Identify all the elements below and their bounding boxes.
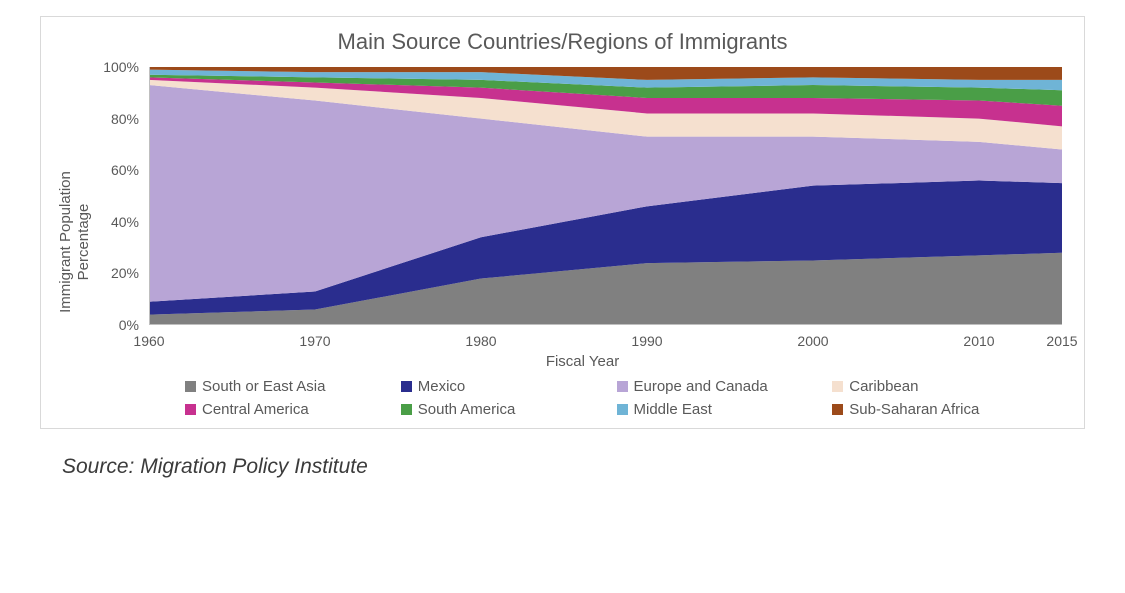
x-tick-label: 1980 [465, 333, 496, 349]
chart-body: Immigrant PopulationPercentage 0% 20% 40% 6… [55, 61, 1070, 422]
legend-swatch [185, 381, 196, 392]
plot-area [149, 67, 1062, 325]
legend-item: Middle East [617, 401, 825, 418]
legend-swatch [617, 404, 628, 415]
x-tick-label: 2010 [963, 333, 994, 349]
legend-label: Central America [202, 401, 309, 418]
legend-swatch [401, 404, 412, 415]
y-axis-label-line1: Immigrant PopulationPercentage [57, 171, 92, 313]
x-tick-label: 1960 [133, 333, 164, 349]
page-root: Main Source Countries/Regions of Immigra… [0, 0, 1125, 593]
legend: South or East Asia Mexico Europe and Canad… [185, 374, 1040, 422]
x-tick-label: 2015 [1046, 333, 1077, 349]
stacked-area-svg [149, 67, 1062, 325]
x-tick-label: 1970 [299, 333, 330, 349]
legend-item: Caribbean [832, 378, 1040, 395]
y-tick-label: 40% [111, 214, 139, 230]
legend-label: Sub-Saharan Africa [849, 401, 979, 418]
y-axis-label-wrap: Immigrant PopulationPercentage [55, 61, 95, 422]
y-tick-label: 100% [103, 59, 139, 75]
x-ticks: 1960197019801990200020102015 [149, 331, 1062, 353]
legend-swatch [401, 381, 412, 392]
legend-item: Central America [185, 401, 393, 418]
legend-swatch [832, 381, 843, 392]
source-caption: Source: Migration Policy Institute [62, 455, 1085, 479]
legend-label: Europe and Canada [634, 378, 768, 395]
legend-label: South America [418, 401, 516, 418]
x-tick-label: 2000 [797, 333, 828, 349]
legend-item: Europe and Canada [617, 378, 825, 395]
x-tick-label: 1990 [631, 333, 662, 349]
legend-item: Sub-Saharan Africa [832, 401, 1040, 418]
legend-swatch [832, 404, 843, 415]
plot-column: 0% 20% 40% 60% 80% 100% 1960 1970 1980 1990 2000 2… [95, 61, 1070, 422]
y-tick-label: 0% [119, 317, 139, 333]
y-tick-label: 80% [111, 111, 139, 127]
legend-label: Mexico [418, 378, 466, 395]
legend-swatch [185, 404, 196, 415]
legend-label: Caribbean [849, 378, 918, 395]
legend-label: Middle East [634, 401, 712, 418]
x-axis-label: Fiscal Year [95, 353, 1070, 370]
y-axis-label: Immigrant PopulationPercentage [57, 171, 93, 313]
y-tick-label: 20% [111, 265, 139, 281]
legend-item: Mexico [401, 378, 609, 395]
legend-item: South or East Asia [185, 378, 393, 395]
y-tick-label: 60% [111, 162, 139, 178]
plot-zone: 0% 20% 40% 60% 80% 100% [95, 61, 1070, 331]
chart-title: Main Source Countries/Regions of Immigra… [55, 29, 1070, 55]
legend-swatch [617, 381, 628, 392]
legend-item: South America [401, 401, 609, 418]
legend-label: South or East Asia [202, 378, 325, 395]
chart-card: Main Source Countries/Regions of Immigra… [40, 16, 1085, 429]
y-ticks: 0% 20% 40% 60% 80% 100% [95, 61, 145, 331]
